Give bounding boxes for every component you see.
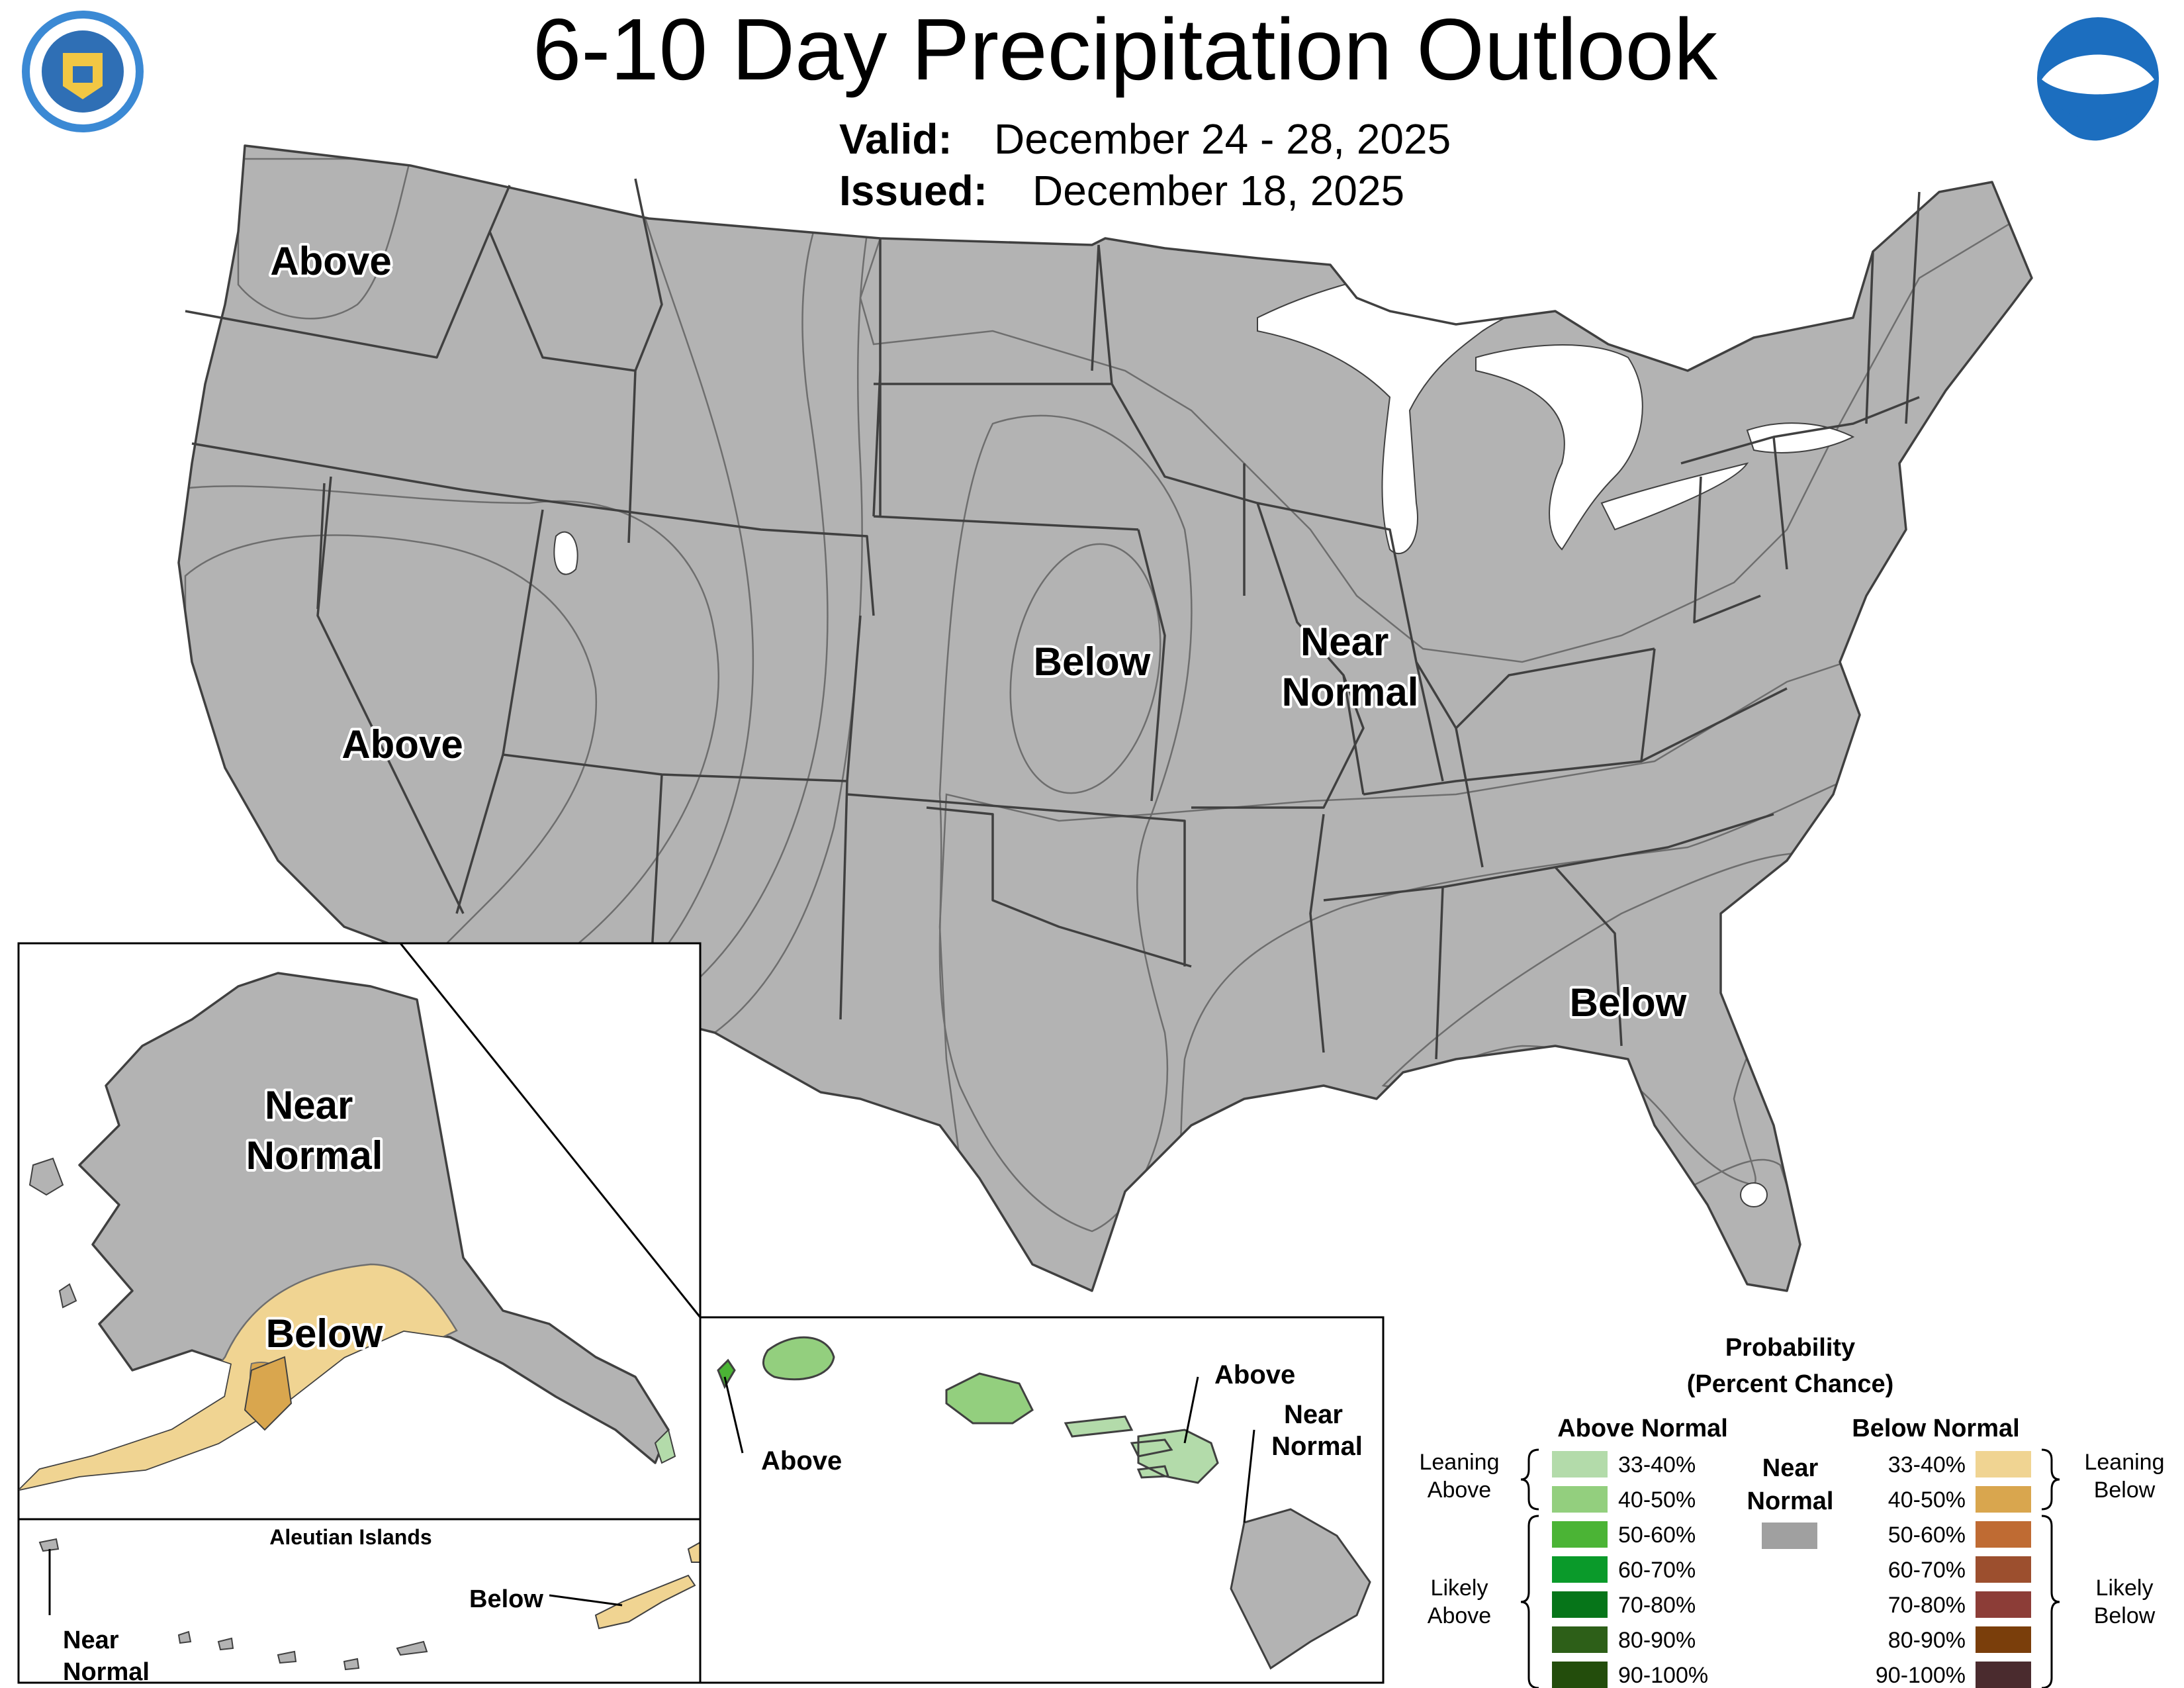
legend-brace-likely-below: [2041, 1515, 2060, 1688]
legend-above-swatch-2: [1552, 1521, 1608, 1548]
legend-below-header: Below Normal: [1852, 1415, 2019, 1442]
legend-below-swatch-2: [1976, 1521, 2031, 1548]
legend-above-swatch-3: [1552, 1556, 1608, 1583]
lake-okeechobee: [1740, 1182, 1768, 1207]
commerce-seal-logo: [22, 11, 144, 132]
label-alaska-below: Below: [266, 1311, 383, 1356]
legend-above-swatch-0: [1552, 1451, 1608, 1477]
legend-below-swatch-0: [1976, 1451, 2031, 1477]
legend-near-header-1: Near: [1762, 1454, 1819, 1482]
legend-below-label-3: 60-70%: [1888, 1558, 1966, 1583]
legend-leaning-below-1: Leaning: [2084, 1450, 2164, 1475]
legend-below-label-4: 70-80%: [1888, 1593, 1966, 1618]
legend-below-label-0: 33-40%: [1888, 1452, 1966, 1477]
label-hawaii-above-west: Above: [761, 1446, 842, 1476]
southeast-leaning-below: [938, 634, 1987, 1291]
legend-below-swatches: 33-40% 40-50% 50-60% 60-70% 70-80% 80-90% 90-1…: [1876, 1451, 2031, 1688]
label-alaska-near-normal: Near Normal: [246, 1083, 383, 1178]
legend-above-swatch-1: [1552, 1486, 1608, 1513]
legend-likely-above-2: Above: [1428, 1603, 1491, 1628]
legend-above-swatch-6: [1552, 1662, 1608, 1688]
northwest-above-60-70: [237, 158, 412, 320]
nn2-line2: Normal: [246, 1133, 383, 1178]
legend-above-label-6: 90-100%: [1618, 1663, 1708, 1688]
label-below-plains: Below: [1034, 639, 1151, 684]
legend-brace-leaning-above: [1520, 1448, 1539, 1511]
legend-above-label-0: 33-40%: [1618, 1452, 1696, 1477]
label-below-southeast: Below: [1570, 980, 1687, 1025]
legend-above-label-5: 80-90%: [1618, 1628, 1696, 1653]
legend-below-label-1: 40-50%: [1888, 1487, 1966, 1513]
great-lakes: [553, 248, 1855, 575]
valid-dates: December 24 - 28, 2025: [994, 115, 1451, 163]
legend-above-label-2: 50-60%: [1618, 1523, 1696, 1548]
legend-below-label-6: 90-100%: [1876, 1663, 1966, 1688]
legend-title-line2: (Percent Chance): [1687, 1370, 1894, 1398]
nn3-line2: Normal: [63, 1658, 150, 1686]
legend-above-swatch-5: [1552, 1626, 1608, 1653]
hawaii-inset: [699, 1316, 1385, 1684]
page-title: 6-10 Day Precipitation Outlook: [533, 1, 1718, 98]
legend-above-label-3: 60-70%: [1618, 1558, 1696, 1583]
legend-brace-likely-above: [1520, 1515, 1539, 1688]
valid-label: Valid:: [839, 115, 952, 163]
southwest-above-70-80: [184, 534, 598, 1034]
legend-brace-leaning-below: [2041, 1448, 2060, 1511]
label-hawaii-near-normal: Near Normal: [1271, 1400, 1363, 1461]
aleutian-inset: [17, 1518, 702, 1684]
legend-likely-above-1: Likely: [1431, 1575, 1488, 1601]
plains-below-core: [1009, 543, 1161, 794]
label-near-normal-midwest-line: Near: [1300, 620, 1388, 664]
issued-date: December 18, 2025: [1032, 167, 1404, 214]
issued-label: Issued:: [839, 167, 987, 214]
west-above-40-50: [179, 146, 849, 1060]
aleutian-title: Aleutian Islands: [269, 1525, 432, 1549]
label-aleutian-below: Below: [469, 1585, 543, 1613]
legend: Probability (Percent Chance) Above Norma…: [1419, 1334, 2165, 1688]
northeast-leaning-above: [859, 164, 2032, 663]
noaa-logo: [2037, 17, 2159, 141]
legend-above-label-4: 70-80%: [1618, 1593, 1696, 1618]
label-near-normal-midwest: Near Normal: [1282, 620, 1419, 714]
legend-above-header: Above Normal: [1557, 1415, 1728, 1442]
legend-below-label-2: 50-60%: [1888, 1523, 1966, 1548]
legend-leaning-below-2: Below: [2094, 1477, 2156, 1503]
alaska-inset: [17, 942, 702, 1521]
label-above-northwest: Above: [270, 239, 391, 283]
legend-below-swatch-3: [1976, 1556, 2031, 1583]
legend-likely-below-2: Below: [2094, 1603, 2156, 1628]
legend-near-normal-swatch: [1762, 1523, 1817, 1549]
legend-below-swatch-4: [1976, 1591, 2031, 1618]
legend-title-line1: Probability: [1725, 1334, 1855, 1362]
legend-below-swatch-5: [1976, 1626, 2031, 1653]
legend-leaning-above-2: Above: [1428, 1477, 1491, 1503]
label-aleutian-near-normal: Near Normal: [63, 1626, 150, 1686]
legend-above-swatch-4: [1552, 1591, 1608, 1618]
legend-below-label-5: 80-90%: [1888, 1628, 1966, 1653]
legend-near-header-2: Normal: [1747, 1487, 1834, 1515]
legend-above-swatches: 33-40% 40-50% 50-60% 60-70% 70-80% 80-90% 90-1…: [1552, 1451, 1708, 1688]
legend-likely-below-1: Likely: [2096, 1575, 2154, 1601]
legend-above-label-1: 40-50%: [1618, 1487, 1696, 1513]
legend-below-swatch-1: [1976, 1486, 2031, 1513]
label-above-southwest: Above: [341, 722, 463, 767]
legend-leaning-above-1: Leaning: [1419, 1450, 1499, 1475]
nn1-line2: Normal: [1282, 670, 1419, 714]
legend-below-swatch-6: [1976, 1662, 2031, 1688]
label-hawaii-above-maui: Above: [1214, 1360, 1295, 1389]
nn4-line2: Normal: [1271, 1432, 1363, 1461]
florida-below-40-50: [1693, 1158, 1828, 1291]
